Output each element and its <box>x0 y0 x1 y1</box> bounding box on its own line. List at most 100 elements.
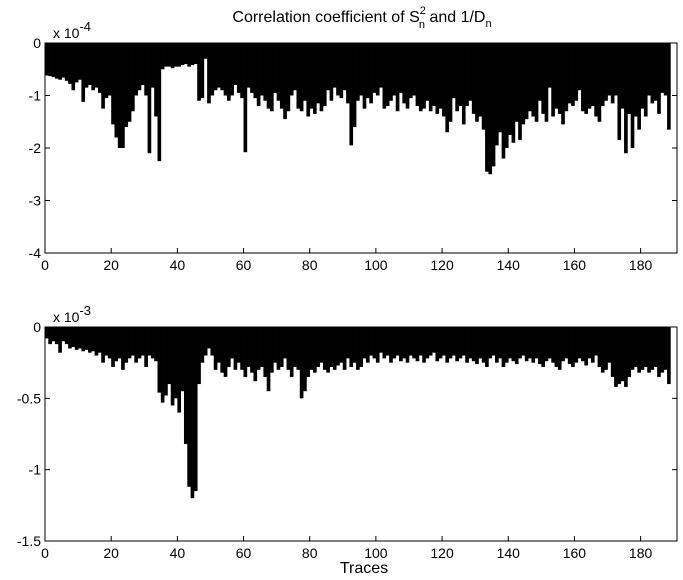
x-tick-label: 120 <box>430 257 454 273</box>
bar <box>597 43 602 122</box>
bar <box>408 43 413 99</box>
bar <box>587 43 592 109</box>
title-mid: and 1/D <box>425 9 485 26</box>
bar <box>567 327 572 365</box>
bar <box>375 43 380 96</box>
bar <box>495 43 499 146</box>
bar <box>150 43 155 88</box>
bar <box>590 327 595 363</box>
bar <box>243 43 248 153</box>
bar <box>84 327 89 350</box>
bar <box>508 43 512 135</box>
bar <box>451 327 456 356</box>
bar <box>289 43 294 96</box>
bar <box>97 43 102 93</box>
x-tick-label: 100 <box>364 545 388 561</box>
bar <box>250 43 254 93</box>
bar <box>94 327 99 356</box>
bar <box>140 43 145 85</box>
bar <box>131 327 135 356</box>
bar <box>273 327 277 363</box>
bar <box>379 327 383 353</box>
bar <box>319 43 324 112</box>
title-sub2: n <box>485 18 491 30</box>
bar <box>322 327 327 370</box>
bar <box>399 43 403 93</box>
bar <box>657 327 661 377</box>
bar <box>594 43 598 117</box>
bar <box>111 327 115 367</box>
bar <box>190 43 195 66</box>
bar <box>600 43 605 106</box>
bar <box>174 327 178 399</box>
bar <box>164 43 168 67</box>
bar <box>104 43 109 99</box>
y-tick-label: -1 <box>29 462 42 478</box>
bar <box>61 43 66 78</box>
bar <box>667 43 671 130</box>
bar <box>544 327 549 362</box>
bar <box>197 43 201 101</box>
bar <box>624 327 628 387</box>
bar <box>564 43 569 112</box>
x-tick-label: 80 <box>302 257 318 273</box>
bar <box>471 43 476 114</box>
bar <box>88 327 92 353</box>
bar <box>177 43 182 67</box>
bar <box>81 43 86 102</box>
bar <box>88 43 92 85</box>
bar <box>157 327 162 393</box>
bar <box>167 43 172 67</box>
bar <box>501 43 506 159</box>
bar <box>630 43 635 148</box>
bar <box>71 43 76 91</box>
x-tick-label: 100 <box>364 257 388 273</box>
bar <box>392 43 397 96</box>
bar <box>389 327 393 363</box>
x-tick-label: 60 <box>236 257 252 273</box>
bar <box>362 327 367 359</box>
title-main: Correlation coefficient of S <box>232 9 419 26</box>
bar <box>332 327 337 370</box>
bar <box>289 327 294 377</box>
bar <box>180 43 185 66</box>
bar <box>624 43 628 154</box>
bar <box>643 43 648 117</box>
bar <box>491 327 496 356</box>
bar <box>551 327 555 363</box>
bar <box>504 327 509 363</box>
bar <box>567 43 572 104</box>
bar <box>246 327 251 367</box>
bar <box>475 327 479 365</box>
bar <box>263 43 268 101</box>
bar <box>617 327 622 385</box>
bar <box>647 43 651 96</box>
bar <box>379 43 383 88</box>
bar <box>68 327 72 349</box>
bar <box>283 327 287 359</box>
bar <box>309 43 314 109</box>
bar <box>329 327 334 367</box>
bar <box>266 43 271 109</box>
bar <box>51 327 56 342</box>
bar <box>438 43 443 109</box>
bar <box>230 327 234 359</box>
bar <box>561 43 565 125</box>
bar <box>58 327 62 353</box>
bar <box>458 327 463 359</box>
bar <box>137 327 142 359</box>
bar <box>528 327 532 359</box>
bar <box>246 43 251 88</box>
bar <box>528 43 532 112</box>
bar <box>226 43 231 101</box>
bar <box>91 327 95 352</box>
bar <box>461 43 466 125</box>
bar <box>617 43 622 141</box>
bar <box>581 327 585 362</box>
bar <box>150 327 155 359</box>
bar <box>223 327 228 377</box>
bar <box>604 327 608 370</box>
bar <box>326 43 330 91</box>
bar <box>422 43 426 109</box>
bar <box>521 327 526 356</box>
